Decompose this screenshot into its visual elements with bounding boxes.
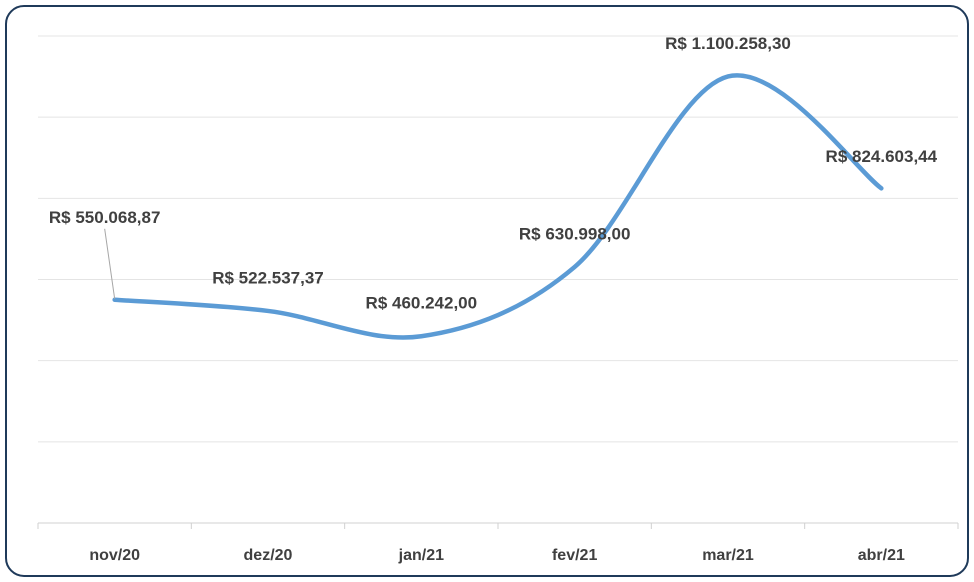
x-tick-label: jan/21 bbox=[398, 547, 444, 564]
line-series bbox=[112, 73, 884, 340]
data-label: R$ 824.603,44 bbox=[826, 147, 938, 166]
data-label: R$ 522.537,37 bbox=[212, 268, 324, 287]
x-tick-label: nov/20 bbox=[89, 547, 140, 564]
data-label: R$ 1.100.258,30 bbox=[665, 34, 791, 53]
data-label: R$ 460.242,00 bbox=[366, 294, 478, 313]
x-tick-label: abr/21 bbox=[858, 547, 905, 564]
x-tick-label: dez/20 bbox=[244, 547, 293, 564]
x-tick-label: mar/21 bbox=[702, 547, 754, 564]
data-label: R$ 630.998,00 bbox=[519, 224, 631, 243]
chart-frame bbox=[5, 5, 969, 577]
x-tick-label: fev/21 bbox=[552, 547, 597, 564]
leader-line bbox=[104, 228, 116, 299]
data-label: R$ 550.068,87 bbox=[49, 208, 161, 227]
